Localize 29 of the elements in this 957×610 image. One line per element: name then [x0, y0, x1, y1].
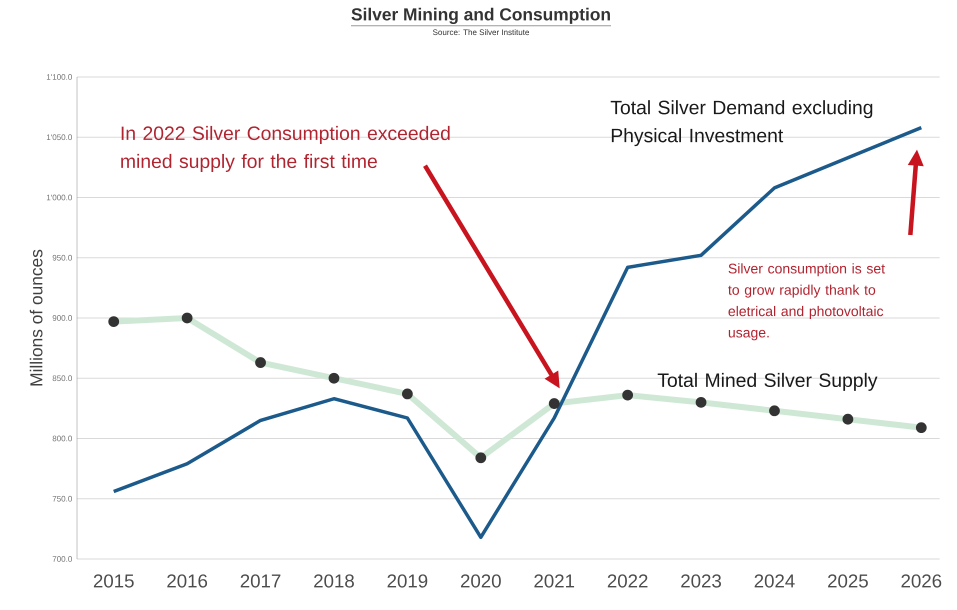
y-axis-title: Millions of ounces — [30, 250, 42, 386]
y-tick-label: 900.0 — [52, 315, 72, 321]
y-tick-label: 1'050.0 — [46, 134, 72, 140]
y-tick-label: 800.0 — [52, 436, 72, 442]
x-tick-label: 2026 — [901, 574, 942, 588]
x-tick-label: 2024 — [754, 574, 795, 588]
annotation: In 2022 Silver Consumption exceeded mined supply for the first time — [121, 126, 450, 172]
x-tick-label: 2016 — [167, 574, 208, 588]
y-tick-label: 1'000.0 — [46, 194, 72, 200]
annotation: Silver consumption is set to grow rapidly thank to eletrical and photovoltaic usage. — [728, 263, 885, 340]
line-series — [112, 126, 924, 540]
x-tick-label: 2022 — [608, 574, 648, 588]
x-tick-label: 2025 — [828, 574, 868, 588]
y-tick-label: 950.0 — [52, 254, 72, 261]
x-tick-label: 2021 — [534, 574, 574, 588]
x-tick-label: 2018 — [314, 574, 354, 588]
series-label: Total Mined Silver Supply — [658, 372, 878, 391]
x-tick-label: 2017 — [240, 574, 280, 588]
chart-title: Silver Mining and Consumption — [352, 8, 610, 24]
x-tick-label: 2023 — [681, 574, 721, 588]
y-tick-label: 700.0 — [52, 556, 72, 562]
chart-subtitle: Source: The Silver Institute — [432, 29, 530, 36]
series-label: Total Silver Demand excluding Physical Investment — [610, 100, 872, 146]
x-tick-label: 2019 — [388, 574, 428, 588]
x-tick-label: 2020 — [460, 574, 501, 588]
y-tick-label: 750.0 — [52, 496, 72, 502]
x-tick-label: 2015 — [94, 574, 134, 588]
y-tick-label: 1'100.0 — [46, 74, 72, 80]
y-tick-label: 850.0 — [52, 375, 72, 382]
